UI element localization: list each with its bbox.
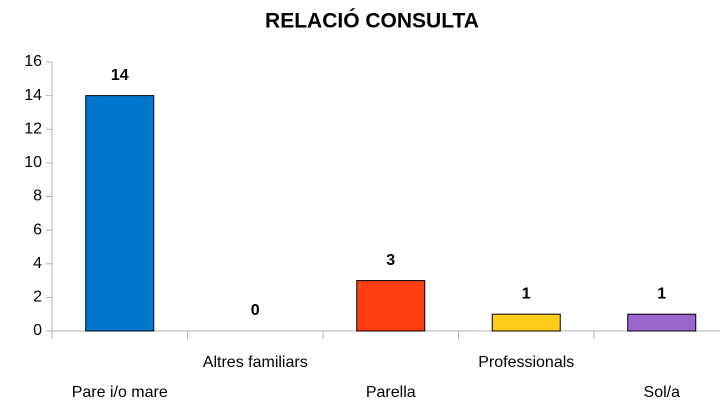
y-tick-label: 8 (33, 188, 42, 205)
value-label: 14 (111, 67, 129, 84)
bar (356, 280, 426, 332)
x-tick-label: Professionals (478, 354, 574, 371)
chart-title: RELACIÓ CONSULTA (265, 9, 479, 33)
bar (491, 313, 561, 332)
x-tick-label: Parella (366, 384, 416, 401)
value-label: 3 (386, 252, 395, 269)
x-tick-label: Sol/a (644, 384, 681, 401)
y-tick-label: 0 (33, 322, 42, 339)
y-tick-label: 6 (33, 221, 42, 238)
y-tick-label: 16 (24, 53, 42, 70)
value-label: 1 (522, 285, 531, 302)
value-label: 0 (251, 302, 260, 319)
y-tick-label: 12 (24, 120, 42, 137)
y-tick-label: 10 (24, 154, 42, 171)
bar (85, 95, 155, 332)
y-tick-label: 14 (24, 87, 42, 104)
x-tick-label: Pare i/o mare (72, 384, 168, 401)
bar (627, 313, 697, 332)
y-tick-label: 2 (33, 289, 42, 306)
value-label: 1 (657, 285, 666, 302)
y-tick-label: 4 (33, 255, 42, 272)
x-tick-label: Altres familiars (203, 354, 308, 371)
